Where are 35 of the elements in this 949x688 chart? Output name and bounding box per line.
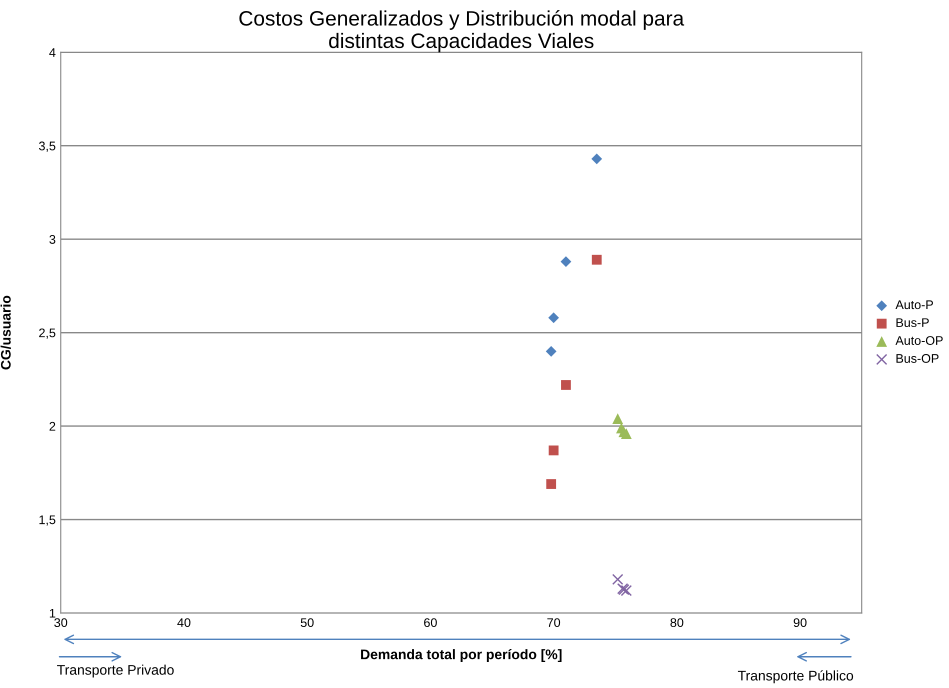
legend-label: Bus-OP [896, 354, 939, 363]
y-axis-title: CG/usuario [0, 296, 11, 370]
point [620, 428, 632, 439]
y-tick-label: 3,5 [38, 142, 56, 152]
chart-title: Costos Generalizados y Distribución modal para distintas Capacidades Viales [239, 10, 684, 52]
point [548, 445, 559, 456]
x-tick-label: 30 [54, 618, 68, 628]
x-tick-label: 80 [670, 618, 684, 628]
legend-label: Auto-OP [895, 336, 943, 345]
text: Transporte Público [738, 670, 854, 684]
point [561, 380, 571, 390]
point [612, 574, 624, 585]
legend-label: Auto-P [895, 300, 933, 310]
point [592, 254, 602, 265]
x-tick-label: 50 [300, 618, 314, 628]
legend-label: Bus-P [896, 318, 929, 328]
text: Transporte Privado [57, 664, 174, 678]
point [591, 153, 602, 164]
point [546, 346, 557, 357]
y-tick-label: 1 [50, 608, 56, 618]
x-tick-label: 70 [547, 618, 560, 628]
x-axis-title: Demanda total por período [%] [361, 648, 562, 662]
x-tick-label: 40 [177, 618, 190, 628]
point [548, 312, 560, 324]
y-tick-label: 2 [50, 422, 56, 431]
y-tick-label: 1,5 [39, 515, 56, 526]
x-tick-label: 90 [794, 618, 807, 628]
point [620, 584, 632, 596]
y-tick-label: 3 [49, 234, 56, 244]
y-tick-label: 2,5 [39, 328, 56, 339]
y-tick-label: 4 [49, 48, 56, 57]
point [612, 413, 624, 424]
x-tick-label: 60 [424, 618, 437, 628]
point [546, 479, 556, 489]
point [560, 256, 572, 268]
